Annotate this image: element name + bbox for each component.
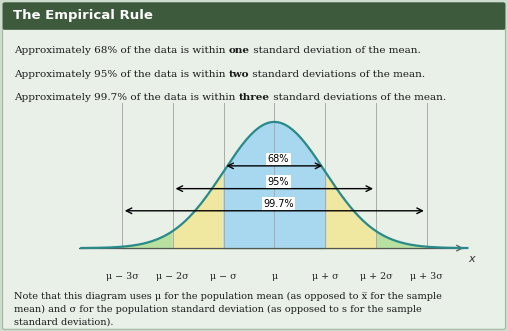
Text: The Empirical Rule: The Empirical Rule xyxy=(13,9,152,23)
Text: 95%: 95% xyxy=(268,177,289,187)
Text: Note that this diagram uses μ for the population mean (as opposed to x̅ for the : Note that this diagram uses μ for the po… xyxy=(14,292,442,326)
Text: Approximately 99.7% of the data is within: Approximately 99.7% of the data is withi… xyxy=(14,93,239,102)
Text: standard deviations of the mean.: standard deviations of the mean. xyxy=(270,93,446,102)
FancyBboxPatch shape xyxy=(3,2,505,30)
Text: standard deviations of the mean.: standard deviations of the mean. xyxy=(249,70,426,78)
Text: standard deviation of the mean.: standard deviation of the mean. xyxy=(250,46,421,55)
FancyBboxPatch shape xyxy=(3,29,505,329)
Text: 68%: 68% xyxy=(268,154,289,164)
Text: one: one xyxy=(229,46,250,55)
Text: three: three xyxy=(239,93,270,102)
Text: Approximately 68% of the data is within: Approximately 68% of the data is within xyxy=(14,46,229,55)
Text: 99.7%: 99.7% xyxy=(263,199,294,209)
Text: x: x xyxy=(468,254,475,264)
Text: Approximately 95% of the data is within: Approximately 95% of the data is within xyxy=(14,70,229,78)
Text: two: two xyxy=(229,70,249,78)
